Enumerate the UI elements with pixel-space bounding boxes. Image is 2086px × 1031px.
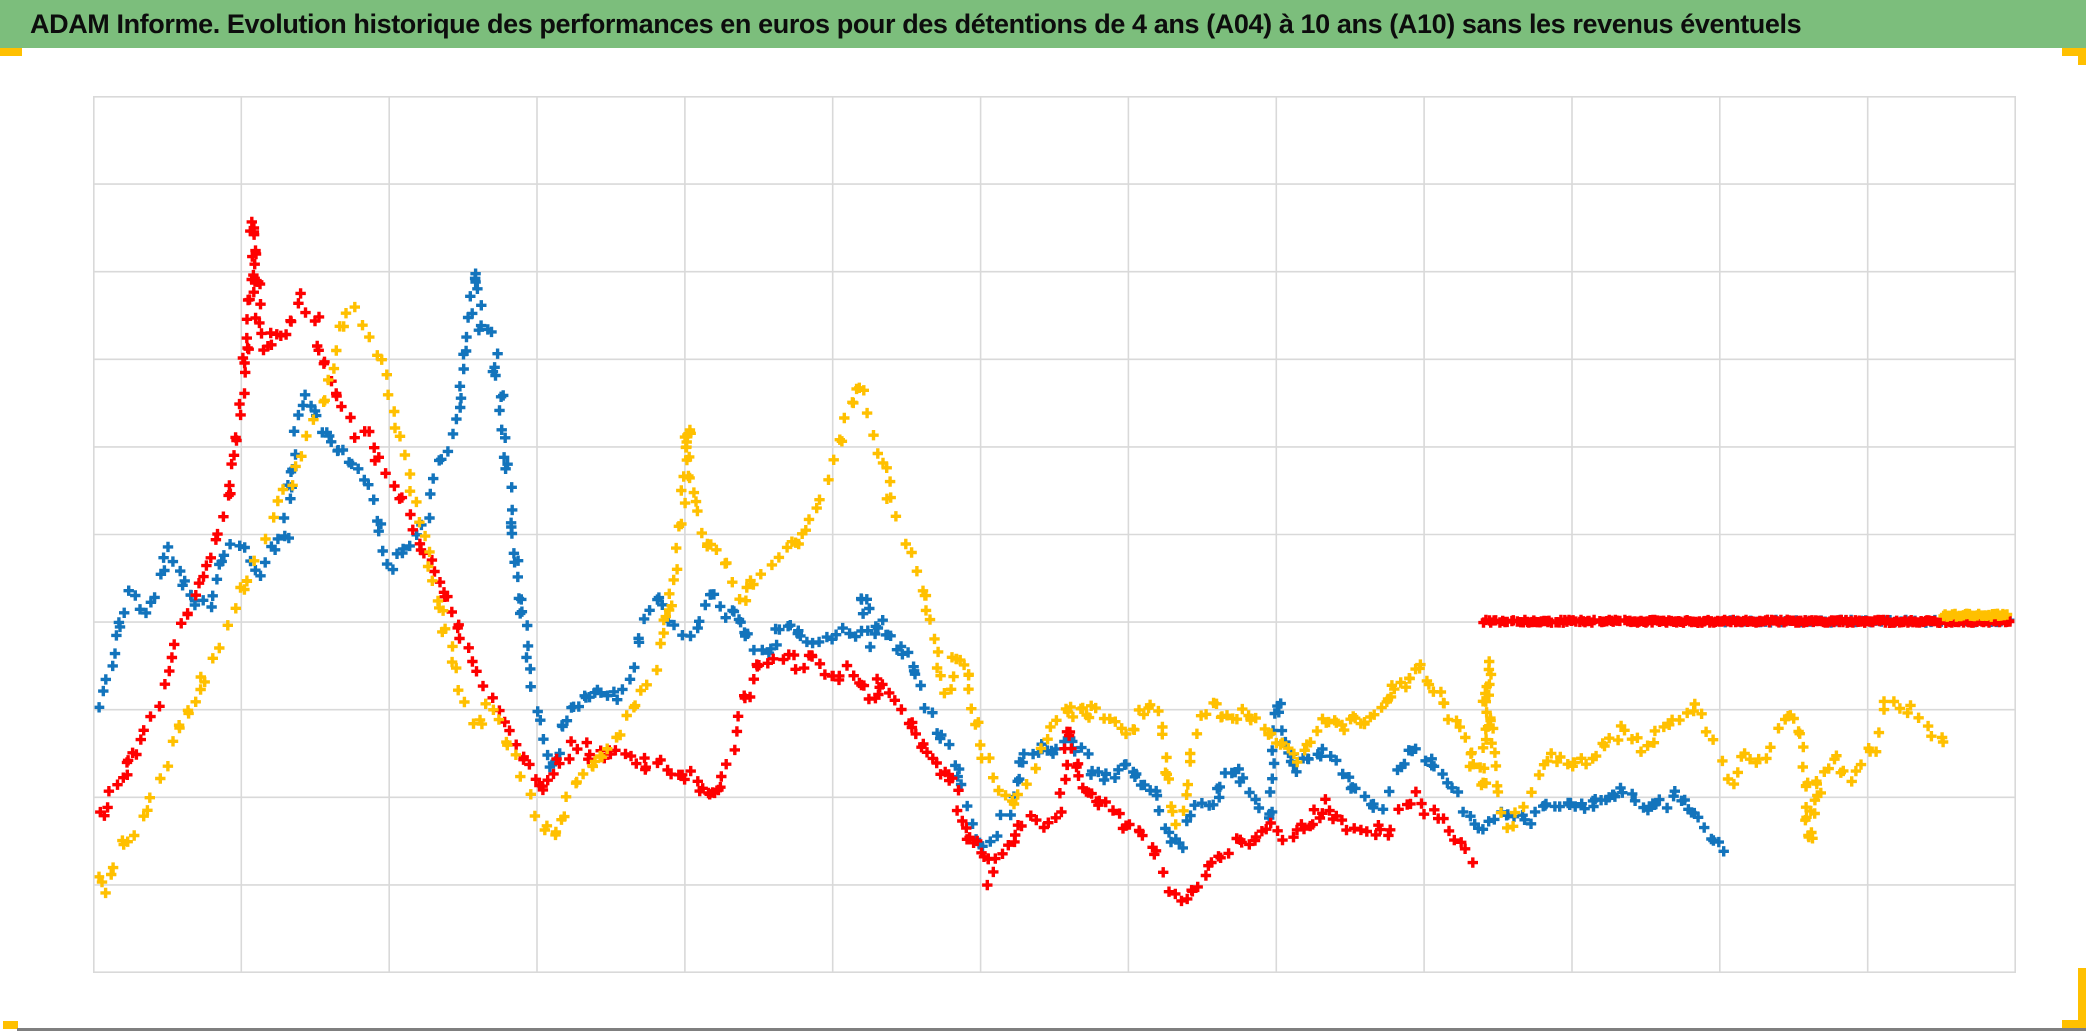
gridlines [93, 96, 2016, 973]
scatter-chart [93, 96, 2016, 973]
accent-bottom-left [3, 1021, 18, 1029]
accent-top-left [0, 48, 22, 56]
bottom-rule [17, 1028, 2086, 1031]
title-banner: ADAM Informe. Evolution historique des p… [0, 0, 2086, 48]
accent-bottom-right-bar [2062, 1020, 2086, 1028]
series-gold-points [93, 301, 2013, 899]
accent-bottom-right-stem [2078, 968, 2086, 1027]
accent-top-right-stem [2078, 48, 2086, 65]
accent-top-right-bar [2062, 48, 2086, 56]
page-title: ADAM Informe. Evolution historique des p… [30, 8, 1802, 39]
series-red-points [95, 216, 2016, 907]
chart-plot-area [93, 96, 2016, 973]
plot-border [93, 96, 2016, 973]
